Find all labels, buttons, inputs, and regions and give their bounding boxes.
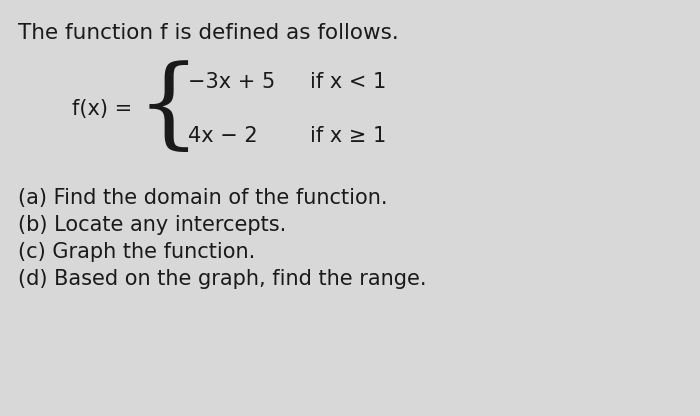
Text: (d) Based on the graph, find the range.: (d) Based on the graph, find the range. — [18, 269, 426, 289]
Text: (c) Graph the function.: (c) Graph the function. — [18, 242, 255, 262]
Text: The function f is defined as follows.: The function f is defined as follows. — [18, 23, 399, 43]
Text: if x < 1: if x < 1 — [310, 72, 386, 92]
Text: (b) Locate any intercepts.: (b) Locate any intercepts. — [18, 215, 286, 235]
Text: 4x − 2: 4x − 2 — [188, 126, 258, 146]
Text: (a) Find the domain of the function.: (a) Find the domain of the function. — [18, 188, 388, 208]
Text: f(x) =: f(x) = — [72, 99, 132, 119]
Text: {: { — [136, 61, 199, 157]
Text: −3x + 5: −3x + 5 — [188, 72, 275, 92]
Text: if x ≥ 1: if x ≥ 1 — [310, 126, 386, 146]
